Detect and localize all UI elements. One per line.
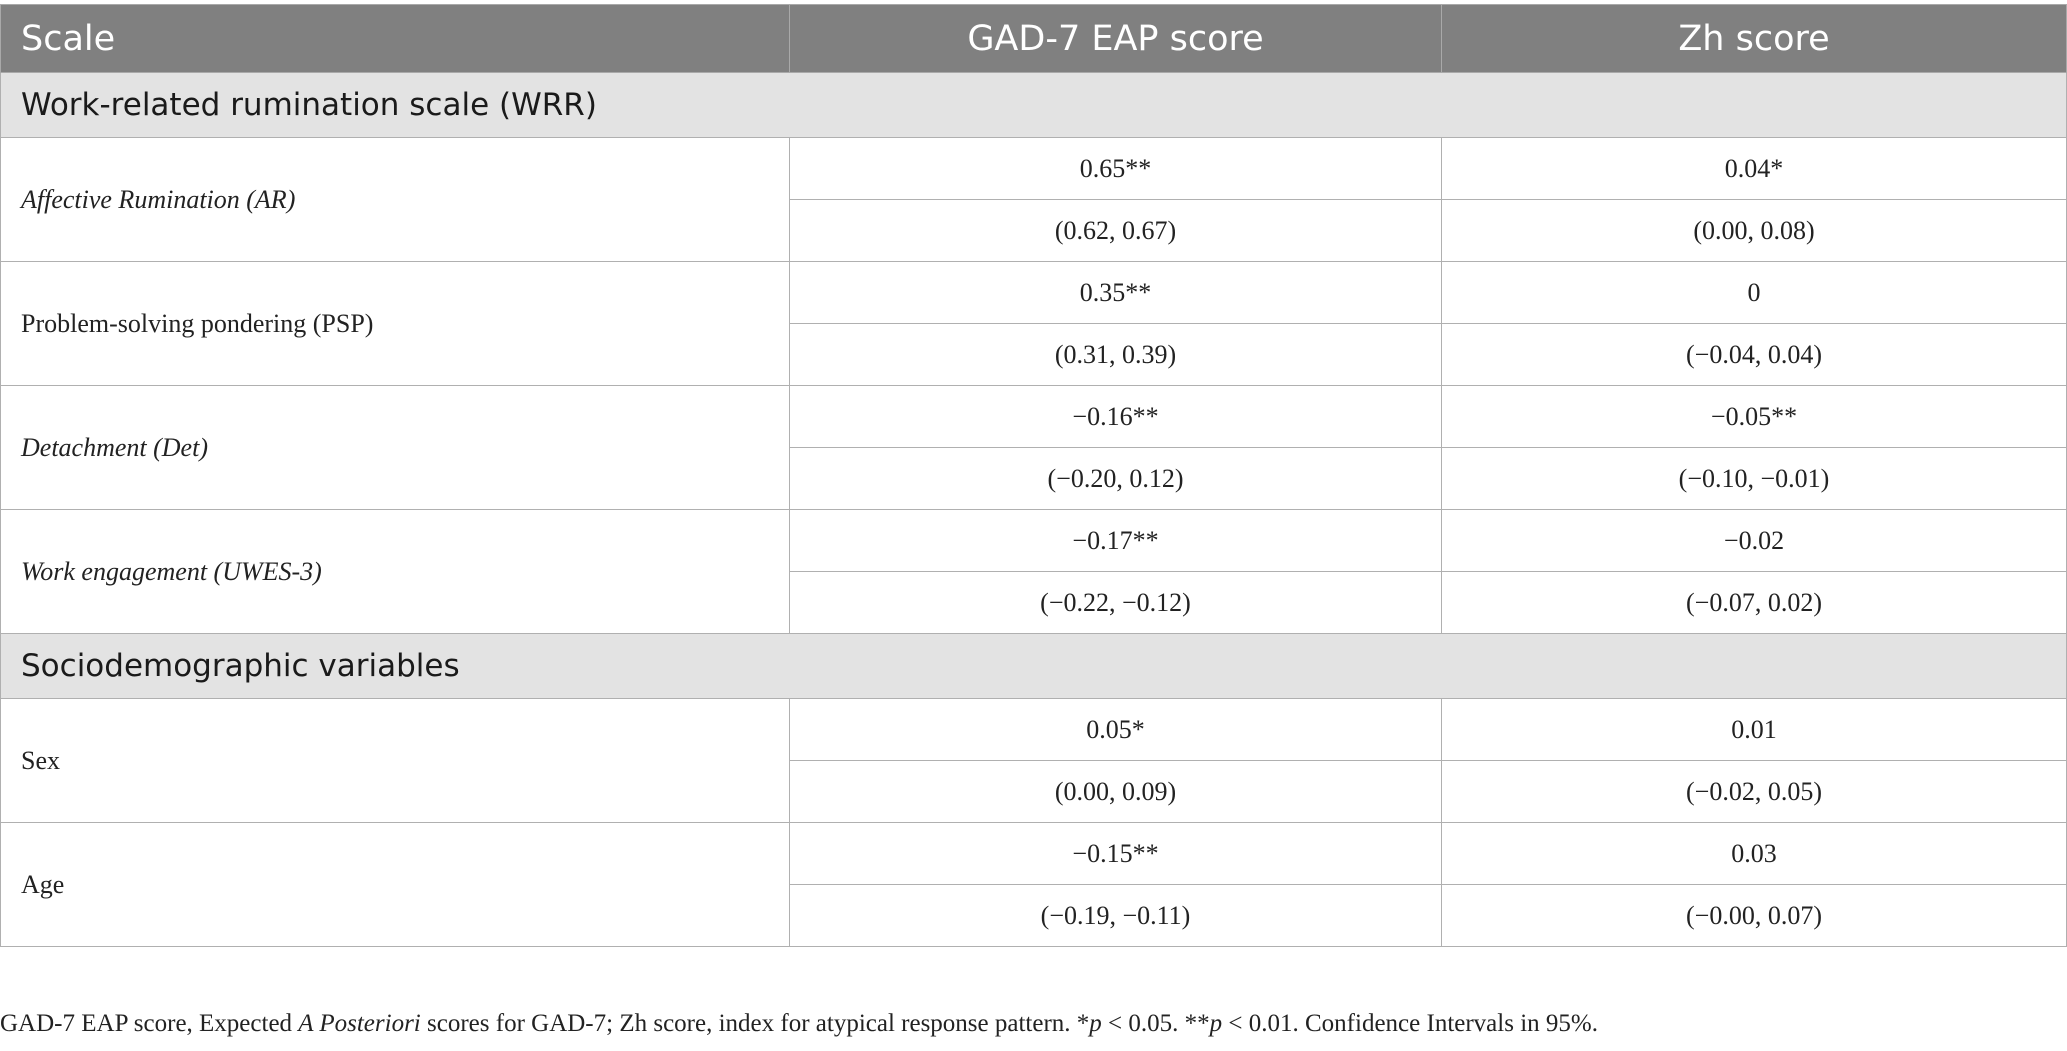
row-label: Affective Rumination (AR) [0,137,790,262]
section-row: Work-related rumination scale (WRR) [0,72,2067,138]
section-row: Sociodemographic variables [0,633,2067,699]
row-label: Problem-solving pondering (PSP) [0,261,790,386]
header-zh-score: Zh score [1441,4,2067,73]
gad-estimate: 0.65** [789,137,1442,200]
gad-ci: (0.00, 0.09) [789,760,1442,823]
gad-ci: (−0.22, −0.12) [789,571,1442,634]
table-row: Age −0.15** 0.03 [0,822,2067,947]
footnote-p-symbol: p [1209,1010,1223,1037]
gad-estimate: 0.05* [789,698,1442,761]
table-row: Detachment (Det) −0.16** −0.05** [0,385,2067,510]
gad-ci: (−0.19, −0.11) [789,884,1442,947]
footnote-text-2: scores for GAD-7; Zh score, index for at… [420,1010,1090,1037]
gad-ci: (−0.20, 0.12) [789,447,1442,510]
table-row: (−0.19, −0.11) (−0.00, 0.07) [1,884,2067,947]
zh-ci: (−0.07, 0.02) [1441,571,2067,634]
gad-estimate: −0.17** [789,509,1442,572]
gad-ci: (0.31, 0.39) [789,323,1442,386]
footnote-p-symbol: p [1089,1010,1102,1037]
table-row: Work engagement (UWES-3) −0.17** −0.02 [0,509,2067,634]
zh-estimate: 0 [1441,261,2067,324]
row-label: Work engagement (UWES-3) [0,509,790,634]
zh-ci: (−0.04, 0.04) [1441,323,2067,386]
zh-estimate: 0.03 [1441,822,2067,885]
gad-ci: (0.62, 0.67) [789,199,1442,262]
table-row: Sex 0.05* 0.01 [0,698,2067,823]
footnote-text-4: < 0.01. Confidence Intervals in 95%. [1222,1010,1598,1037]
results-table: Scale GAD-7 EAP score Zh score Work-rela… [0,4,2067,947]
row-label: Age [0,822,790,947]
gad-estimate: 0.35** [789,261,1442,324]
table-row: Problem-solving pondering (PSP) 0.35** 0 [0,261,2067,386]
footnote-italic-term: A Posteriori [298,1010,421,1037]
gad-estimate: −0.16** [789,385,1442,448]
section-title: Sociodemographic variables [0,633,2067,699]
zh-ci: (0.00, 0.08) [1441,199,2067,262]
footnote-text-1: GAD-7 EAP score, Expected [0,1010,299,1037]
header-gad7-eap: GAD-7 EAP score [789,4,1442,73]
footnote-text-3: < 0.05. ** [1101,1010,1210,1037]
row-label: Sex [0,698,790,823]
table-footnote: GAD-7 EAP score, Expected A Posteriori s… [0,1010,1598,1038]
row-label: Detachment (Det) [0,385,790,510]
zh-ci: (−0.00, 0.07) [1441,884,2067,947]
gad-estimate: −0.15** [789,822,1442,885]
zh-estimate: 0.01 [1441,698,2067,761]
section-title: Work-related rumination scale (WRR) [0,72,2067,138]
table-row: (0.00, 0.09) (−0.02, 0.05) [1,760,2067,823]
zh-ci: (−0.10, −0.01) [1441,447,2067,510]
header-row: Scale GAD-7 EAP score Zh score [0,4,2067,73]
zh-estimate: 0.04* [1441,137,2067,200]
table-row: Affective Rumination (AR) 0.65** 0.04* [0,137,2067,262]
zh-ci: (−0.02, 0.05) [1441,760,2067,823]
header-scale: Scale [0,4,790,73]
zh-estimate: −0.05** [1441,385,2067,448]
table-row: (0.62, 0.67) (0.00, 0.08) [1,199,2067,262]
zh-estimate: −0.02 [1441,509,2067,572]
